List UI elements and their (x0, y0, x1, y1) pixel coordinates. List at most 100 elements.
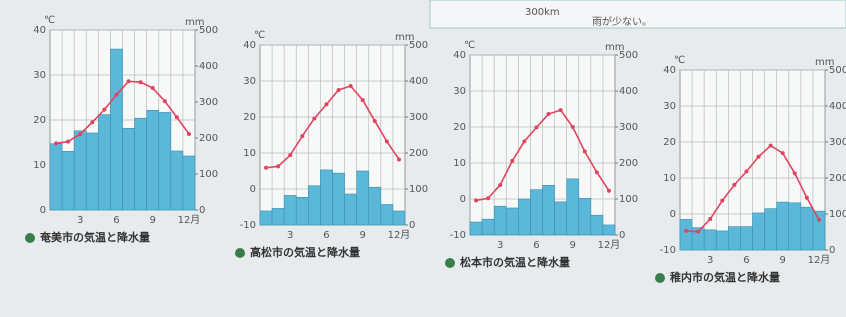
temp-point (114, 93, 118, 97)
y2-tick-label: 200 (619, 158, 638, 169)
y-tick-label: 40 (453, 50, 466, 61)
temp-point (595, 170, 599, 174)
y-tick-label: 10 (243, 148, 256, 159)
precip-bar (183, 156, 195, 210)
x-tick-label: 9 (150, 215, 156, 226)
temp-point (397, 157, 401, 161)
temp-point (474, 198, 478, 202)
y-tick-label: 30 (663, 101, 676, 112)
caption: 稚内市の気温と降水量 (670, 270, 780, 284)
y-tick-label: 0 (250, 184, 256, 195)
y-tick-label: 40 (663, 65, 676, 76)
y2-tick-label: 100 (199, 169, 218, 180)
temp-point (66, 140, 70, 144)
temp-point (720, 199, 724, 203)
precip-bar (728, 227, 740, 250)
temp-point (139, 80, 143, 84)
temp-point (522, 139, 526, 143)
precip-bar (530, 190, 542, 235)
temp-point (300, 134, 304, 138)
temp-point (187, 132, 191, 136)
temp-point (817, 218, 821, 222)
precip-bar (567, 179, 579, 235)
precip-bar (555, 202, 567, 235)
y2-axis-label: mm (185, 17, 204, 28)
precip-bar (320, 170, 332, 225)
y2-axis-label: mm (605, 42, 624, 53)
temp-point (385, 139, 389, 143)
caption: 高松市の気温と降水量 (250, 245, 360, 259)
caption-icon (655, 273, 665, 283)
y2-tick-label: 400 (619, 86, 638, 97)
precip-bar (345, 194, 357, 225)
temp-point (805, 196, 809, 200)
precip-bar (62, 151, 74, 210)
temp-point (781, 151, 785, 155)
y-tick-label: 30 (33, 70, 46, 81)
temp-point (559, 108, 563, 112)
caption: 奄美市の気温と降水量 (39, 230, 150, 244)
temp-point (312, 116, 316, 120)
temp-point (732, 183, 736, 187)
precip-bar (543, 185, 555, 235)
temp-point (151, 86, 155, 90)
temp-point (744, 170, 748, 174)
precip-bar (740, 227, 752, 250)
caption: 松本市の気温と降水量 (460, 255, 570, 269)
temp-point (163, 99, 167, 103)
y2-tick-label: 300 (619, 122, 638, 133)
precip-bar (506, 208, 518, 235)
temp-point (583, 149, 587, 153)
temp-point (337, 88, 341, 92)
precip-bar (680, 219, 692, 250)
precip-bar (110, 49, 122, 210)
precip-bar (74, 131, 86, 210)
temp-point (757, 155, 761, 159)
y-tick-label: 20 (663, 137, 676, 148)
top-fragment: 雨が少ない。 (592, 15, 652, 28)
y2-tick-label: 300 (409, 112, 428, 123)
y2-tick-label: 400 (409, 76, 428, 87)
temp-point (607, 189, 611, 193)
precip-bar (789, 203, 801, 250)
y-tick-label: -10 (450, 230, 466, 241)
precip-bar (716, 231, 728, 250)
precip-bar (333, 173, 345, 225)
y-tick-label: -10 (660, 245, 676, 256)
precip-bar (159, 112, 171, 210)
temp-point (534, 125, 538, 129)
y2-axis-label: mm (395, 32, 414, 43)
y-tick-label: 10 (453, 158, 466, 169)
y-tick-label: 20 (453, 122, 466, 133)
x-tick-label: 3 (707, 255, 713, 266)
precip-bar (381, 204, 393, 225)
temp-point (349, 84, 353, 88)
y-tick-label: 0 (460, 194, 466, 205)
y2-tick-label: 200 (199, 133, 218, 144)
y-axis-label: ℃ (254, 30, 265, 41)
precip-bar (135, 118, 147, 210)
temp-point (793, 171, 797, 175)
y2-tick-label: 400 (199, 61, 218, 72)
caption-icon (445, 258, 455, 268)
precip-bar (123, 128, 135, 210)
y2-axis-label: mm (815, 57, 834, 68)
temp-point (708, 217, 712, 221)
x-tick-label: 9 (360, 230, 366, 241)
y-tick-label: 20 (243, 112, 256, 123)
temp-point (127, 79, 131, 83)
page: 300km 雨が少ない。 0102030400100200300400500℃m… (0, 0, 846, 317)
y2-tick-label: 300 (199, 97, 218, 108)
y-tick-label: 0 (670, 209, 676, 220)
precip-bar (813, 211, 825, 250)
y-tick-label: 20 (33, 115, 46, 126)
temp-point (498, 183, 502, 187)
y-axis-label: ℃ (44, 15, 55, 26)
temp-point (102, 108, 106, 112)
y-tick-label: 40 (33, 25, 46, 36)
y-tick-label: 0 (40, 205, 46, 216)
x-tick-label: 3 (77, 215, 83, 226)
precip-bar (801, 207, 813, 250)
precip-bar (308, 186, 320, 225)
temp-point (373, 119, 377, 123)
